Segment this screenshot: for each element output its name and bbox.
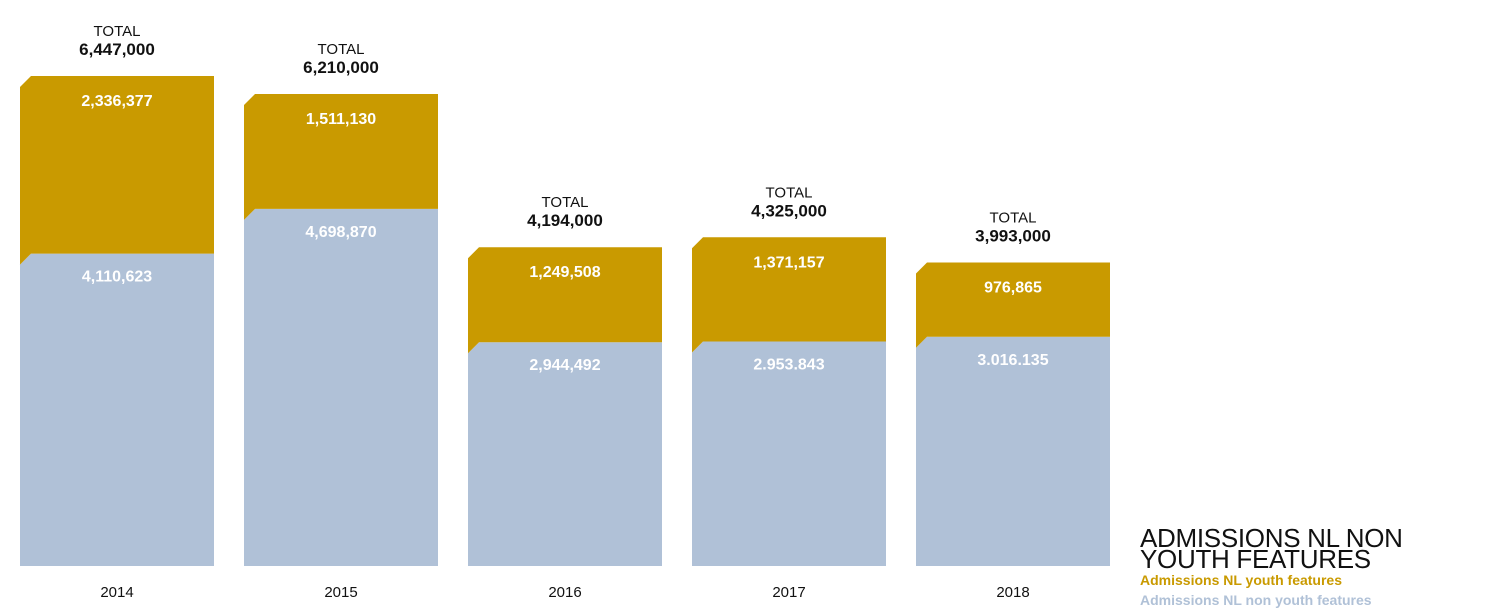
data-label-non-youth-2017: 2.953.843 bbox=[753, 356, 824, 373]
legend-title: ADMISSIONS NL NON YOUTH FEATURES bbox=[1140, 523, 1403, 574]
bar-segment-youth-2017 bbox=[692, 237, 886, 353]
bar-segment-non-youth-2018 bbox=[916, 336, 1110, 566]
bar-segment-non-youth-2016 bbox=[468, 342, 662, 566]
total-word-2014: TOTAL bbox=[94, 23, 141, 40]
total-word-2016: TOTAL bbox=[542, 194, 589, 211]
x-tick-label-2016: 2016 bbox=[548, 584, 581, 601]
data-label-youth-2017: 1,371,157 bbox=[753, 254, 824, 271]
data-label-youth-2016: 1,249,508 bbox=[529, 264, 600, 281]
total-word-2018: TOTAL bbox=[990, 210, 1037, 227]
data-label-non-youth-2015: 4,698,870 bbox=[305, 224, 376, 241]
legend-item-youth: Admissions NL youth features bbox=[1140, 572, 1343, 588]
total-value-2015: 6,210,000 bbox=[303, 58, 379, 77]
data-label-youth-2014: 2,336,377 bbox=[81, 93, 152, 110]
bar-segment-youth-2015 bbox=[244, 94, 438, 220]
data-label-youth-2018: 976,865 bbox=[984, 280, 1042, 297]
data-label-non-youth-2014: 4,110,623 bbox=[82, 269, 152, 286]
total-value-2018: 3,993,000 bbox=[975, 227, 1051, 246]
total-value-2017: 4,325,000 bbox=[751, 201, 827, 220]
x-tick-label-2018: 2018 bbox=[996, 584, 1029, 601]
bar-segment-non-youth-2014 bbox=[20, 253, 214, 566]
total-word-2017: TOTAL bbox=[766, 184, 813, 201]
x-tick-label-2017: 2017 bbox=[772, 584, 805, 601]
legend-item-non-youth: Admissions NL non youth features bbox=[1140, 592, 1372, 608]
total-value-2014: 6,447,000 bbox=[79, 40, 155, 59]
total-value-2016: 4,194,000 bbox=[527, 211, 603, 230]
x-tick-label-2014: 2014 bbox=[100, 584, 133, 601]
bar-segment-non-youth-2017 bbox=[692, 341, 886, 566]
legend: ADMISSIONS NL NON YOUTH FEATURES Admissi… bbox=[1140, 523, 1490, 610]
data-label-youth-2015: 1,511,130 bbox=[306, 111, 376, 128]
bar-segment-youth-2014 bbox=[20, 76, 214, 265]
data-label-non-youth-2016: 2,944,492 bbox=[529, 357, 600, 374]
data-label-non-youth-2018: 3.016.135 bbox=[977, 352, 1048, 369]
x-tick-label-2015: 2015 bbox=[324, 584, 357, 601]
total-word-2015: TOTAL bbox=[318, 41, 365, 58]
bar-segment-youth-2016 bbox=[468, 247, 662, 354]
bar-segment-non-youth-2015 bbox=[244, 208, 438, 566]
bar-segment-youth-2018 bbox=[916, 262, 1110, 348]
